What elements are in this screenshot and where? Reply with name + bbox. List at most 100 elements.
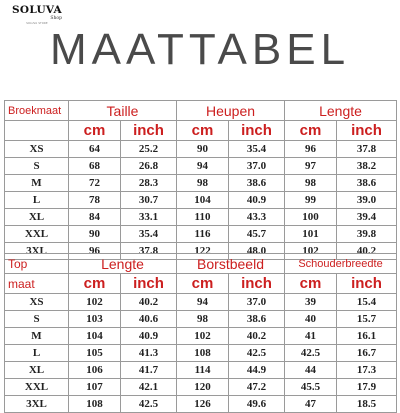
size-label-cell: S [4, 157, 69, 175]
measurement-cell: 107 [68, 378, 121, 396]
measurement-cell: 35.4 [227, 140, 286, 158]
size-label-cell: S [4, 310, 69, 328]
table-row: L 105 41.3 108 42.5 42.5 16.7 [4, 344, 398, 362]
unit-header: inch [336, 120, 398, 141]
measurement-cell: 120 [176, 378, 230, 396]
measurement-cell: 39 [284, 293, 338, 311]
brand-sub: Shop [50, 16, 62, 21]
measurement-cell: 35.4 [120, 225, 177, 243]
measurement-cell: 16.7 [336, 344, 398, 362]
size-label-cell: XXL [4, 378, 69, 396]
measurement-cell: 94 [176, 157, 229, 175]
measurement-cell: 116 [176, 225, 229, 243]
size-label-cell: XXL [4, 225, 69, 243]
table-row: XS 64 25.2 90 35.4 96 37.8 [4, 140, 398, 158]
size-label-cell: 3XL [4, 395, 69, 413]
measurement-cell: 25.2 [120, 140, 177, 158]
section-header-shoulder: Schouderbreedte [284, 253, 398, 274]
table-row: 3XL 108 42.5 126 49.6 47 18.5 [4, 395, 398, 413]
unit-header: cm [68, 120, 121, 141]
size-label-cell: M [4, 327, 69, 345]
measurement-cell: 30.7 [120, 191, 177, 209]
measurement-cell: 99 [284, 191, 338, 209]
section-header-hips: Heupen [175, 100, 286, 121]
top-corner-label-top: Top [4, 253, 69, 274]
measurement-cell: 114 [176, 361, 230, 379]
unit-header: cm [68, 273, 121, 294]
measurement-cell: 38.6 [227, 174, 286, 192]
unit-header: cm [284, 273, 338, 294]
pants-corner-label: Broekmaat [4, 100, 69, 121]
measurement-cell: 38.2 [336, 157, 398, 175]
unit-header: cm [176, 120, 229, 141]
table-row: S 103 40.6 98 38.6 40 15.7 [4, 310, 398, 328]
measurement-cell: 40 [284, 310, 338, 328]
measurement-cell: 98 [284, 174, 338, 192]
size-label-cell: XS [4, 140, 69, 158]
measurement-cell: 40.2 [228, 327, 286, 345]
measurement-cell: 102 [68, 293, 121, 311]
measurement-cell: 104 [68, 327, 121, 345]
measurement-cell: 42.5 [119, 395, 178, 413]
unit-header: inch [119, 273, 178, 294]
measurement-cell: 39.4 [336, 208, 398, 226]
brand-logo: SOLUVA Shop SOLUVA STORE [8, 5, 66, 26]
measurement-cell: 84 [68, 208, 121, 226]
unit-header: inch [336, 273, 398, 294]
measurement-cell: 15.7 [336, 310, 398, 328]
measurement-cell: 37.0 [227, 157, 286, 175]
section-header-length: Lengte [284, 100, 398, 121]
measurement-cell: 104 [176, 191, 229, 209]
size-label-cell: XL [4, 208, 69, 226]
measurement-cell: 44.9 [228, 361, 286, 379]
measurement-cell: 103 [68, 310, 121, 328]
table-row: XXL 90 35.4 116 45.7 101 39.8 [4, 225, 398, 243]
page-title: MAATTABEL [49, 25, 351, 74]
measurement-cell: 41.7 [119, 361, 178, 379]
measurement-cell: 15.4 [336, 293, 398, 311]
measurement-cell: 42.5 [228, 344, 286, 362]
unit-header: cm [284, 120, 338, 141]
table-row: XL 84 33.1 110 43.3 100 39.4 [4, 208, 398, 226]
measurement-cell: 40.6 [119, 310, 178, 328]
measurement-cell: 42.1 [119, 378, 178, 396]
size-label-cell: L [4, 191, 69, 209]
measurement-cell: 37.0 [228, 293, 286, 311]
measurement-cell: 102 [176, 327, 230, 345]
size-label-cell: XS [4, 293, 69, 311]
top-corner-label-bottom: maat [4, 273, 69, 294]
measurement-cell: 106 [68, 361, 121, 379]
measurement-cell: 17.3 [336, 361, 398, 379]
measurement-cell: 28.3 [120, 174, 177, 192]
measurement-cell: 17.9 [336, 378, 398, 396]
measurement-cell: 47.2 [228, 378, 286, 396]
measurement-cell: 90 [68, 225, 121, 243]
pants-table-body: XS 64 25.2 90 35.4 96 37.8 S 68 26.8 94 37.0 97 38.2 M… [4, 140, 398, 260]
size-label-cell: L [4, 344, 69, 362]
measurement-cell: 40.2 [119, 293, 178, 311]
measurement-cell: 16.1 [336, 327, 398, 345]
measurement-cell: 45.7 [227, 225, 286, 243]
measurement-cell: 43.3 [227, 208, 286, 226]
measurement-cell: 108 [68, 395, 121, 413]
measurement-cell: 94 [176, 293, 230, 311]
table-row: XL 106 41.7 114 44.9 44 17.3 [4, 361, 398, 379]
unit-corner [4, 120, 69, 141]
measurement-cell: 64 [68, 140, 121, 158]
measurement-cell: 40.9 [227, 191, 286, 209]
brand-name: SOLUVA [12, 4, 62, 16]
measurement-cell: 101 [284, 225, 338, 243]
table-row: XS 102 40.2 94 37.0 39 15.4 [4, 293, 398, 311]
measurement-cell: 41 [284, 327, 338, 345]
measurement-cell: 105 [68, 344, 121, 362]
measurement-cell: 42.5 [284, 344, 338, 362]
measurement-cell: 44 [284, 361, 338, 379]
top-size-table: Top Lengte Borstbeeld Schouderbreedte ma… [4, 253, 398, 413]
section-header-length: Lengte [67, 253, 178, 274]
measurement-cell: 26.8 [120, 157, 177, 175]
brand-tagline: SOLUVA STORE [26, 22, 48, 25]
table-row: S 68 26.8 94 37.0 97 38.2 [4, 157, 398, 175]
table-row: L 78 30.7 104 40.9 99 39.0 [4, 191, 398, 209]
measurement-cell: 96 [284, 140, 338, 158]
measurement-cell: 68 [68, 157, 121, 175]
